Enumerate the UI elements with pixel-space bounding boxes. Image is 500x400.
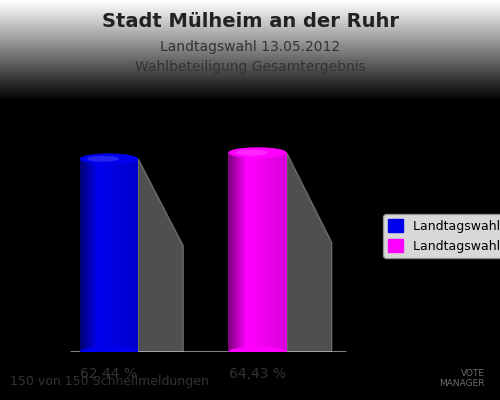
Bar (86, 159, 87, 352)
Bar (258, 153, 260, 352)
Ellipse shape (228, 147, 287, 158)
Bar (244, 153, 246, 352)
Bar (254, 153, 256, 352)
Bar (105, 159, 107, 352)
Bar (136, 159, 138, 352)
Bar (94, 159, 96, 352)
Polygon shape (71, 352, 363, 358)
Text: VOTE
MANAGER: VOTE MANAGER (440, 369, 485, 388)
Bar (84, 159, 86, 352)
Polygon shape (138, 159, 183, 352)
Bar (228, 153, 230, 352)
Bar (266, 153, 267, 352)
Bar (230, 153, 232, 352)
Ellipse shape (80, 346, 138, 358)
Bar (281, 153, 283, 352)
Bar (92, 159, 94, 352)
Bar (277, 153, 279, 352)
Bar (115, 159, 117, 352)
Text: 62,44 %: 62,44 % (80, 368, 138, 382)
Bar (101, 159, 103, 352)
Bar (99, 159, 101, 352)
Legend: Landtagswahl 2012, Landtagswahl 2010: Landtagswahl 2012, Landtagswahl 2010 (384, 214, 500, 258)
Bar (283, 153, 285, 352)
Bar (275, 153, 277, 352)
Bar (240, 153, 242, 352)
Bar (130, 159, 132, 352)
Bar (268, 153, 269, 352)
Bar (80, 159, 82, 352)
Bar (119, 159, 120, 352)
Bar (82, 159, 84, 352)
Bar (246, 153, 248, 352)
Ellipse shape (80, 154, 138, 164)
Bar (120, 159, 122, 352)
Text: Wahlbeteiligung Gesamtergebnis: Wahlbeteiligung Gesamtergebnis (134, 60, 366, 74)
Bar (232, 153, 234, 352)
Bar (113, 159, 115, 352)
Polygon shape (287, 153, 332, 352)
Bar (252, 153, 254, 352)
Ellipse shape (236, 150, 268, 156)
Bar (111, 159, 113, 352)
Text: 64,43 %: 64,43 % (229, 368, 286, 382)
Bar (238, 153, 240, 352)
Bar (236, 153, 238, 352)
Bar (80, 159, 138, 352)
Bar (250, 153, 252, 352)
Bar (260, 153, 262, 352)
Bar (256, 153, 258, 352)
Bar (248, 153, 250, 352)
Bar (132, 159, 134, 352)
Bar (107, 159, 109, 352)
Bar (103, 159, 105, 352)
Text: Landtagswahl 13.05.2012: Landtagswahl 13.05.2012 (160, 40, 340, 54)
Bar (124, 159, 126, 352)
Bar (96, 159, 98, 352)
Bar (134, 159, 136, 352)
Bar (90, 159, 92, 352)
Bar (98, 159, 99, 352)
Bar (128, 159, 130, 352)
Bar (122, 159, 124, 352)
Bar (279, 153, 281, 352)
Bar (271, 153, 273, 352)
Bar (126, 159, 128, 352)
Ellipse shape (87, 156, 119, 162)
Ellipse shape (228, 346, 287, 358)
Bar (234, 153, 236, 352)
Bar (285, 153, 287, 352)
Bar (117, 159, 119, 352)
Bar (269, 153, 271, 352)
Bar (273, 153, 275, 352)
Bar (242, 153, 244, 352)
Bar (264, 153, 266, 352)
Text: Stadt Mülheim an der Ruhr: Stadt Mülheim an der Ruhr (102, 12, 399, 31)
Bar (262, 153, 264, 352)
Bar (109, 159, 111, 352)
Bar (228, 153, 287, 352)
Text: 150 von 150 Schnellmeldungen: 150 von 150 Schnellmeldungen (10, 375, 209, 388)
Bar (88, 159, 90, 352)
